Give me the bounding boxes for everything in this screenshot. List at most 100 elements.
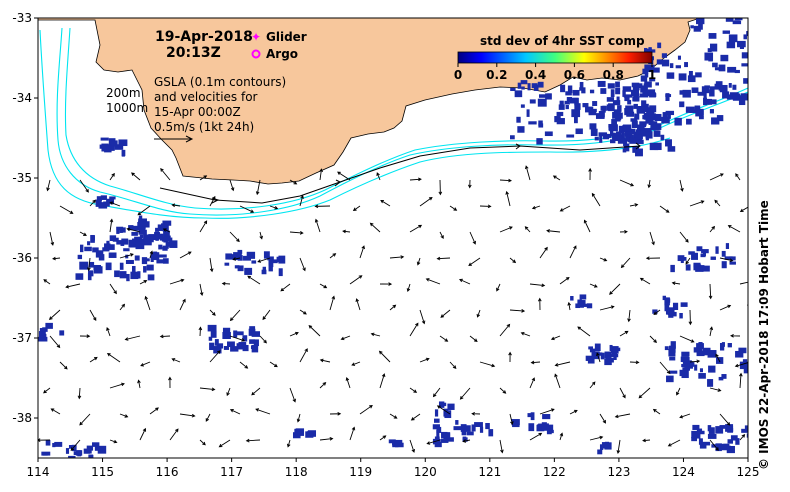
sst-std-cell [116, 230, 120, 234]
sst-std-cell [611, 119, 617, 127]
sst-std-cell [608, 126, 614, 131]
sst-std-cell [708, 99, 717, 105]
velocity-arrow [671, 281, 681, 285]
sst-std-cell [634, 113, 640, 120]
velocity-arrow [109, 172, 115, 181]
velocity-arrow [289, 231, 304, 235]
velocity-arrow [619, 387, 626, 399]
velocity-arrow [509, 309, 526, 313]
sst-std-cell [106, 244, 115, 250]
sst-std-cell [227, 341, 235, 348]
sst-std-cell [609, 344, 613, 351]
sst-std-cell [725, 243, 730, 249]
sst-std-cell [738, 98, 746, 106]
velocity-arrow [588, 167, 592, 181]
velocity-arrow [280, 283, 291, 292]
sst-std-cell [42, 452, 48, 456]
sst-std-cell [667, 111, 671, 119]
sst-std-cell [704, 85, 710, 89]
velocity-arrow [329, 411, 342, 416]
x-tick-label: 116 [156, 465, 179, 479]
x-tick-label: 115 [91, 465, 114, 479]
sst-std-cell [732, 93, 740, 101]
sst-std-cell [721, 250, 726, 257]
velocity-arrow [137, 379, 141, 389]
sst-std-cell [682, 6, 688, 13]
sst-std-cell [642, 90, 648, 95]
velocity-arrow [79, 231, 87, 236]
sst-std-cell [746, 31, 748, 37]
sst-std-cell [681, 370, 689, 379]
sst-std-cell [585, 106, 594, 113]
velocity-arrow [589, 381, 596, 389]
sst-std-cell [116, 240, 123, 245]
sst-std-cell [743, 78, 748, 84]
sst-std-cell [105, 262, 112, 271]
sst-std-cell [751, 25, 755, 30]
sst-std-cell [146, 264, 154, 271]
sst-std-cell [536, 138, 543, 145]
velocity-arrow [539, 408, 555, 415]
sst-std-cell [150, 258, 154, 263]
sst-std-cell [669, 370, 678, 374]
sst-std-cell [110, 140, 118, 147]
sst-std-cell [726, 96, 735, 100]
sst-std-cell [678, 73, 687, 81]
sst-std-cell [645, 107, 651, 112]
sst-std-cell [697, 91, 706, 96]
sst-std-cell [674, 117, 682, 126]
velocity-arrow [569, 245, 577, 259]
sst-std-cell [109, 196, 116, 200]
sst-std-cell [711, 444, 717, 448]
sst-std-cell [668, 314, 674, 318]
sst-std-cell [93, 264, 102, 271]
velocity-arrow [689, 200, 705, 207]
velocity-arrow [709, 225, 716, 233]
velocity-arrow [289, 331, 299, 337]
sst-std-cell [682, 367, 691, 371]
sst-std-cell [253, 339, 259, 347]
sst-std-cell [208, 336, 213, 341]
sst-std-cell [165, 241, 171, 247]
velocity-arrow [168, 376, 172, 389]
sst-std-cell [649, 78, 656, 82]
sst-std-cell [624, 94, 630, 102]
sst-std-cell [640, 75, 648, 82]
velocity-arrow [676, 387, 681, 396]
velocity-arrow [359, 405, 373, 415]
velocity-arrow [409, 224, 423, 233]
velocity-arrow [299, 194, 304, 207]
velocity-arrow [591, 192, 601, 207]
sst-std-cell [45, 322, 53, 329]
sst-std-cell [720, 443, 730, 451]
velocity-arrow [559, 276, 570, 285]
sst-std-cell [618, 125, 625, 134]
velocity-arrow [119, 303, 126, 311]
sst-std-cell [163, 235, 171, 242]
velocity-arrow [52, 256, 61, 261]
velocity-arrow [359, 245, 365, 259]
velocity-arrow [139, 280, 148, 285]
velocity-arrow [79, 334, 91, 338]
velocity-arrow [649, 335, 657, 344]
sst-std-cell [137, 271, 141, 279]
sst-std-cell [715, 81, 723, 88]
sst-std-cell [735, 5, 743, 10]
sst-std-cell [564, 100, 570, 105]
velocity-arrow [476, 309, 481, 318]
sst-std-cell [98, 254, 105, 261]
sst-std-cell [708, 427, 715, 434]
velocity-arrow [269, 205, 279, 210]
velocity-arrow [436, 256, 451, 261]
velocity-arrow [352, 205, 361, 211]
velocity-arrow [550, 335, 561, 341]
sst-std-cell [755, 15, 759, 20]
colorbar-tick-label: 0 [454, 68, 462, 82]
velocity-arrow [255, 179, 261, 196]
sst-std-cell [547, 424, 554, 431]
sst-std-cell [667, 307, 675, 316]
sst-std-cell [225, 253, 233, 260]
x-tick-label: 124 [672, 465, 695, 479]
velocity-arrow [289, 387, 296, 403]
sst-std-cell [118, 139, 128, 147]
